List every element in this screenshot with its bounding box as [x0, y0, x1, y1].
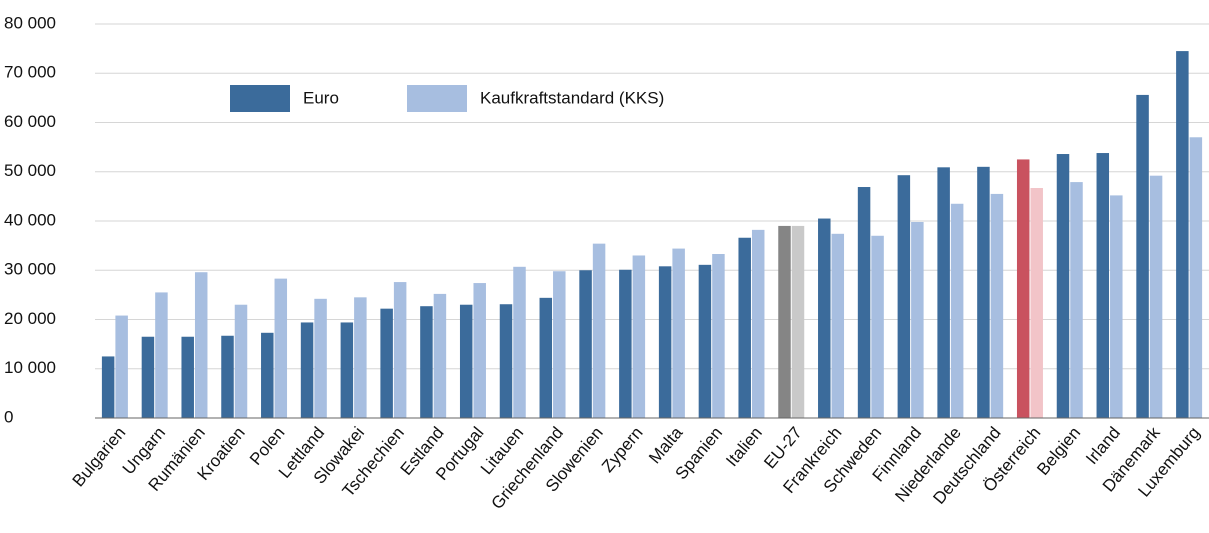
- y-tick-label: 80 000: [4, 13, 56, 32]
- y-tick-label: 20 000: [4, 309, 56, 328]
- bar: [194, 272, 208, 418]
- bar: [712, 253, 725, 418]
- legend-label: Kaufkraftstandard (KKS): [480, 88, 664, 107]
- bar: [977, 166, 990, 418]
- y-tick-label: 0: [4, 407, 13, 426]
- bar: [857, 187, 871, 418]
- bar: [1176, 51, 1189, 419]
- bar: [499, 304, 513, 418]
- bar: [698, 264, 712, 418]
- bar: [1149, 175, 1163, 418]
- bar: [340, 322, 354, 418]
- bar: [221, 335, 234, 418]
- bar: [115, 315, 128, 418]
- bar: [672, 248, 685, 418]
- bar: [420, 306, 433, 418]
- bar: [473, 283, 486, 418]
- bar: [380, 308, 393, 418]
- bar: [818, 218, 831, 418]
- bar: [831, 233, 845, 418]
- bar: [101, 356, 115, 418]
- bar: [911, 221, 924, 418]
- bar: [1096, 153, 1110, 418]
- bar: [459, 304, 473, 418]
- bar: [393, 282, 407, 418]
- bar: [1110, 195, 1123, 418]
- bar: [950, 203, 964, 418]
- bar: [539, 297, 553, 418]
- bar: [261, 332, 274, 418]
- bar: [1016, 159, 1030, 418]
- bar: [300, 322, 314, 418]
- bar: [155, 292, 168, 418]
- y-tick-label: 10 000: [4, 358, 56, 377]
- legend-swatch: [407, 85, 467, 112]
- bar: [897, 175, 911, 418]
- bar: [778, 225, 791, 418]
- bar: [751, 229, 765, 418]
- bar: [181, 336, 194, 418]
- bar: [1030, 188, 1043, 418]
- bar: [433, 293, 447, 418]
- bar: [579, 270, 592, 418]
- bar: [314, 298, 327, 418]
- y-tick-label: 50 000: [4, 161, 56, 180]
- bar: [619, 269, 632, 418]
- x-tick-label: Italien: [722, 423, 766, 470]
- x-tick-label: Bulgarien: [69, 423, 130, 490]
- legend-label: Euro: [303, 88, 339, 107]
- bar: [234, 304, 248, 418]
- bar: [274, 278, 288, 418]
- bar: [1056, 154, 1070, 418]
- y-tick-label: 30 000: [4, 260, 56, 279]
- bar: [1189, 137, 1203, 418]
- bar: [592, 243, 606, 418]
- y-tick-label: 40 000: [4, 210, 56, 229]
- bar: [1070, 182, 1083, 418]
- x-tick-label: Zypern: [598, 423, 647, 476]
- bar: [990, 193, 1004, 418]
- bar: [658, 266, 672, 418]
- bar: [632, 255, 646, 418]
- legend-swatch: [230, 85, 290, 112]
- bar: [354, 297, 367, 418]
- bar: [553, 271, 566, 418]
- bar: [513, 266, 526, 418]
- bar: [791, 225, 805, 418]
- bar: [738, 237, 751, 418]
- x-tick-label: Belgien: [1033, 423, 1084, 479]
- bar: [1136, 94, 1149, 419]
- bar: [141, 336, 155, 418]
- bar: [871, 235, 884, 418]
- y-tick-label: 60 000: [4, 112, 56, 131]
- bar: [937, 167, 950, 418]
- y-tick-label: 70 000: [4, 63, 56, 82]
